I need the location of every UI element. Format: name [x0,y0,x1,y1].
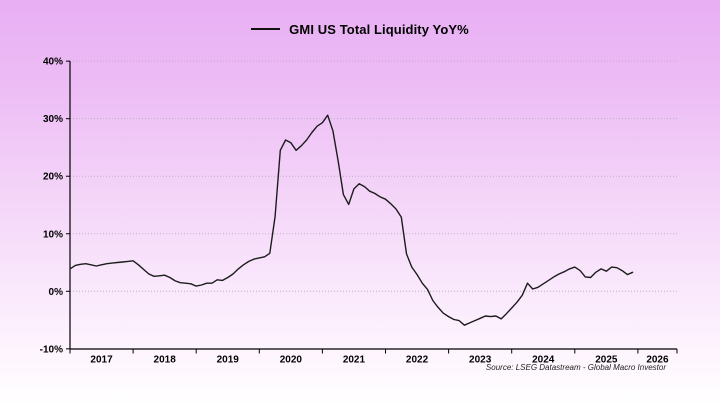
x-tick-label: 2019 [217,355,240,366]
x-tick-label: 2020 [280,355,303,366]
y-tick-label: 10% [43,229,63,240]
x-tick-label: 2026 [646,355,669,366]
y-axis-labels: -10% 0% 10% 20% 30% 40% [40,57,70,355]
y-tick-label: 20% [43,172,63,183]
y-tick-label: 40% [43,57,63,68]
x-tick-label: 2021 [343,355,366,366]
x-tick-label: 2017 [90,355,113,366]
axis-frame [69,61,677,350]
chart-header: GMI US Total Liquidity YoY% [0,21,720,37]
chart-title: GMI US Total Liquidity YoY% [289,21,469,37]
x-axis-labels: 2017 2018 2019 2020 2021 2022 2023 2024 2025 2026 [69,349,678,366]
series-line-gmi-us-total-liquidity [69,114,634,326]
source-note: Source: LSEG Datastream - Global Macro I… [485,363,666,372]
x-tick-label: 2018 [154,355,177,366]
x-tick-label: 2023 [469,355,492,366]
x-tick-label: 2024 [532,355,555,366]
y-tick-label: 30% [43,114,63,125]
y-tick-label: -10% [40,344,63,355]
legend-line-icon [251,28,281,30]
x-tick-label: 2025 [595,355,618,366]
x-tick-label: 2022 [406,355,429,366]
gridlines [70,60,677,292]
y-tick-label: 0% [49,287,64,298]
